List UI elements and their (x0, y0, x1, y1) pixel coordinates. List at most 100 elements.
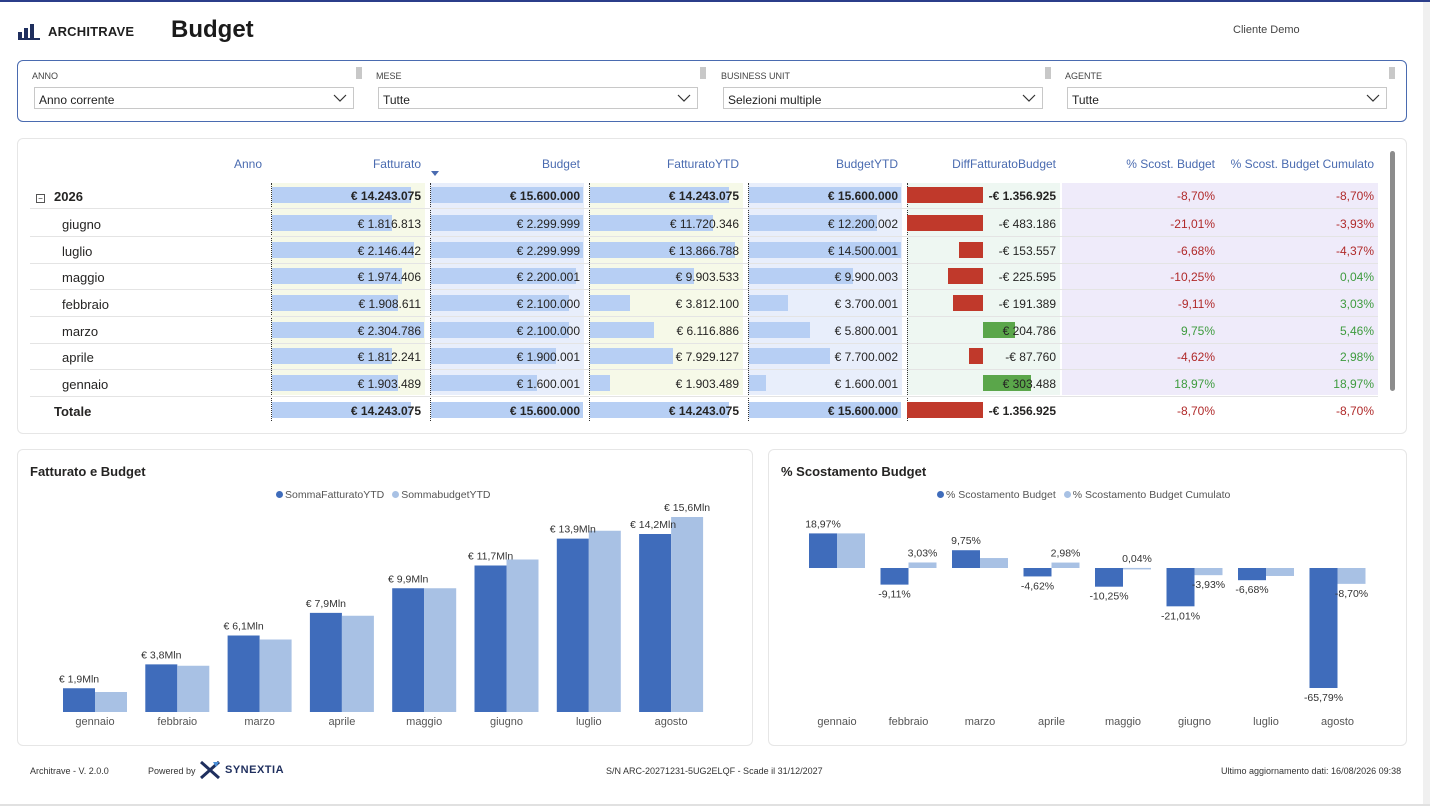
value-cell[interactable]: € 3.700.001 (834, 297, 898, 311)
page-scrollbar[interactable] (1423, 2, 1430, 806)
eraser-icon[interactable] (700, 67, 706, 79)
budget-bar (671, 517, 704, 712)
value-cell[interactable]: € 1.903.489 (675, 377, 739, 391)
scost-cum-cell[interactable]: -4,37% (1335, 244, 1374, 258)
value-cell[interactable]: € 14.243.075 (668, 189, 739, 203)
diff-cell[interactable]: -€ 191.389 (998, 297, 1056, 311)
matrix-scrollbar[interactable] (1390, 151, 1395, 391)
value-cell[interactable]: € 2.100.000 (516, 324, 580, 338)
value-cell[interactable]: € 12.200.002 (827, 217, 898, 231)
value-cell[interactable]: € 9.903.533 (675, 270, 739, 284)
anno-dropdown[interactable]: Anno corrente (34, 87, 354, 109)
diff-cell[interactable]: -€ 153.557 (998, 244, 1056, 258)
data-bar (431, 375, 537, 391)
value-cell[interactable]: € 1.974.406 (357, 270, 421, 284)
value-cell[interactable]: € 1.903.489 (357, 377, 421, 391)
value-cell[interactable]: € 1.816.813 (357, 217, 421, 231)
eraser-icon[interactable] (1389, 67, 1395, 79)
value-cell[interactable]: € 15.600.000 (509, 404, 580, 418)
x-tick-label: febbraio (889, 716, 929, 728)
value-cell[interactable]: € 13.866.788 (668, 244, 739, 258)
scost-cum-cell[interactable]: -8,70% (1335, 404, 1374, 418)
column-header[interactable]: % Scost. Budget Cumulato (1230, 157, 1374, 171)
value-cell[interactable]: € 15.600.000 (827, 404, 898, 418)
diff-cell[interactable]: -€ 1.356.925 (988, 189, 1056, 203)
scost-cell[interactable]: -21,01% (1170, 217, 1215, 231)
value-cell[interactable]: € 2.299.999 (516, 217, 580, 231)
value-cell[interactable]: € 9.900.003 (834, 270, 898, 284)
value-cell[interactable]: € 2.304.786 (357, 324, 421, 338)
value-cell[interactable]: € 15.600.000 (509, 189, 580, 203)
legend-item[interactable]: SommaFatturatoYTD (276, 489, 384, 501)
value-cell[interactable]: € 14.243.075 (350, 404, 421, 418)
value-cell[interactable]: € 1.900.001 (516, 350, 580, 364)
scost-cum-cell[interactable]: -3,93% (1335, 217, 1374, 231)
diff-cell[interactable]: -€ 225.595 (998, 270, 1056, 284)
scost-cum-cell[interactable]: 18,97% (1333, 377, 1374, 391)
scost-cum-cell[interactable]: 3,03% (1339, 297, 1374, 311)
data-bar (272, 268, 403, 284)
column-header[interactable]: Budget (541, 157, 580, 171)
scost-cell[interactable]: -8,70% (1176, 189, 1215, 203)
scost-cum-cell[interactable]: 0,04% (1339, 270, 1374, 284)
column-header[interactable]: FatturatoYTD (666, 157, 739, 171)
diff-bar (907, 215, 983, 231)
value-cell[interactable]: € 1.600.001 (834, 377, 898, 391)
value-cell[interactable]: € 15.600.000 (827, 189, 898, 203)
business-unit-dropdown[interactable]: Selezioni multiple (723, 87, 1043, 109)
value-cell[interactable]: € 2.299.999 (516, 244, 580, 258)
data-label: € 9,9Mln (388, 573, 428, 585)
data-bar (431, 295, 570, 311)
legend-item[interactable]: % Scostamento Budget (937, 489, 1056, 501)
scost-cell[interactable]: -4,62% (1176, 350, 1215, 364)
value-cell[interactable]: € 2.146.442 (357, 244, 421, 258)
value-cell[interactable]: € 1.600.001 (516, 377, 580, 391)
eraser-icon[interactable] (356, 67, 362, 79)
mese-dropdown[interactable]: Tutte (378, 87, 698, 109)
column-header[interactable]: BudgetYTD (835, 157, 898, 171)
value-cell[interactable]: € 7.929.127 (675, 350, 739, 364)
eraser-icon[interactable] (1045, 67, 1051, 79)
data-bar (590, 215, 713, 231)
scost-cell[interactable]: -8,70% (1176, 404, 1215, 418)
diff-cell[interactable]: -€ 483.186 (998, 217, 1056, 231)
sort-desc-icon[interactable] (431, 171, 439, 176)
value-cell[interactable]: € 1.812.241 (357, 350, 421, 364)
scost-cum-cell[interactable]: 2,98% (1339, 350, 1374, 364)
scost-cell[interactable]: 9,75% (1180, 324, 1215, 338)
agente-dropdown[interactable]: Tutte (1067, 87, 1387, 109)
value-cell[interactable]: € 2.200.001 (516, 270, 580, 284)
value-cell[interactable]: € 1.908.611 (358, 297, 421, 311)
value-cell[interactable]: € 3.812.100 (675, 297, 739, 311)
legend-item[interactable]: % Scostamento Budget Cumulato (1063, 489, 1230, 501)
collapse-icon[interactable]: − (36, 194, 45, 203)
value-cell[interactable]: € 6.116.886 (676, 324, 739, 338)
value-cell[interactable]: € 5.800.001 (834, 324, 898, 338)
legend-item[interactable]: SommabudgetYTD (392, 489, 491, 501)
diff-cell[interactable]: -€ 1.356.925 (988, 404, 1056, 418)
scost-cell[interactable]: -10,25% (1170, 270, 1215, 284)
value-cell[interactable]: € 14.243.075 (668, 404, 739, 418)
column-header[interactable]: % Scost. Budget (1126, 157, 1215, 171)
row-label[interactable]: 2026 (54, 189, 83, 204)
column-header[interactable]: Fatturato (372, 157, 421, 171)
value-cell[interactable]: € 14.243.075 (350, 189, 421, 203)
scost-cum-cell[interactable]: 5,46% (1339, 324, 1374, 338)
scost-cell[interactable]: -9,11% (1177, 297, 1215, 311)
value-cell[interactable]: € 7.700.002 (834, 350, 898, 364)
diff-cell[interactable]: € 204.786 (1002, 324, 1056, 338)
value-cell[interactable]: € 14.500.001 (827, 244, 898, 258)
diff-cell[interactable]: € 303.488 (1002, 377, 1056, 391)
value-cell[interactable]: € 11.720.346 (669, 217, 739, 231)
scost-cell[interactable]: -6,68% (1176, 244, 1215, 258)
synextia-word: SYNEXTIA (225, 764, 285, 776)
value-cell[interactable]: € 2.100.000 (516, 297, 580, 311)
synextia-x-icon (200, 760, 220, 780)
column-header[interactable]: Anno (233, 157, 262, 171)
data-bar (272, 295, 398, 311)
diff-bar (958, 242, 983, 258)
diff-cell[interactable]: -€ 87.760 (1005, 350, 1056, 364)
column-header[interactable]: DiffFatturatoBudget (952, 157, 1056, 171)
scost-cell[interactable]: 18,97% (1174, 377, 1215, 391)
scost-cum-cell[interactable]: -8,70% (1335, 189, 1374, 203)
